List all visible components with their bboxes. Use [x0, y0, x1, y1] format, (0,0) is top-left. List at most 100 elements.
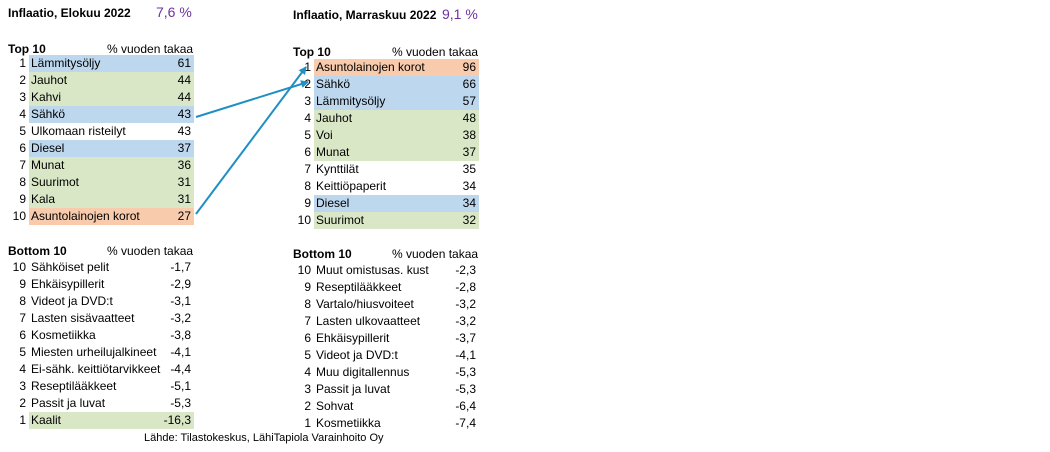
- row-label: Jauhot: [29, 72, 194, 89]
- row-rank: 6: [19, 141, 26, 155]
- left-inflation: 7,6 %: [156, 4, 192, 20]
- table-row: 10 Sähköiset pelit -1,7: [8, 259, 194, 276]
- row-value: 44: [177, 90, 191, 104]
- row-value: 36: [177, 158, 191, 172]
- row-value: 48: [462, 111, 476, 125]
- table-row: 6 Diesel 37: [8, 140, 194, 157]
- row-label: Kosmetiikka: [316, 416, 381, 430]
- table-row: 6 Munat 37: [293, 144, 479, 161]
- row-value: 31: [177, 175, 191, 189]
- table-row: 3 Reseptilääkkeet -5,1: [8, 378, 194, 395]
- row-rank: 5: [19, 124, 26, 138]
- row-label: Vartalo/hiusvoiteet: [316, 297, 414, 311]
- row-label: Sähkö: [314, 76, 479, 93]
- row-value: -3,8: [170, 328, 191, 342]
- row-rank: 9: [19, 277, 26, 291]
- row-rank: 5: [19, 345, 26, 359]
- row-rank: 9: [304, 196, 311, 210]
- row-value: 32: [462, 213, 476, 227]
- row-value: 43: [177, 107, 191, 121]
- row-rank: 3: [19, 379, 26, 393]
- row-label: Reseptilääkkeet: [31, 379, 117, 393]
- table-row: 6 Kosmetiikka -3,8: [8, 327, 194, 344]
- row-label: Lämmitysöljy: [29, 55, 194, 72]
- row-rank: 4: [19, 362, 26, 376]
- row-value: -3,1: [170, 294, 191, 308]
- row-label: Sähkö: [29, 106, 194, 123]
- right-top-title: Top 10: [293, 45, 331, 59]
- row-value: 44: [177, 73, 191, 87]
- right-bottom-colhead: % vuoden takaa: [392, 247, 479, 261]
- table-row: 3 Lämmitysöljy 57: [293, 93, 479, 110]
- row-value: -3,2: [455, 314, 476, 328]
- row-label: Munat: [314, 144, 479, 161]
- table-row: 3 Kahvi 44: [8, 89, 194, 106]
- row-value: 31: [177, 192, 191, 206]
- row-rank: 1: [304, 60, 311, 74]
- row-value: 35: [462, 162, 476, 176]
- row-label: Sohvat: [316, 399, 354, 413]
- row-rank: 10: [12, 209, 26, 223]
- row-value: 43: [177, 124, 191, 138]
- row-rank: 6: [304, 145, 311, 159]
- row-label: Asuntolainojen korot: [314, 59, 479, 76]
- row-rank: 7: [304, 314, 311, 328]
- table-row: 2 Jauhot 44: [8, 72, 194, 89]
- row-rank: 10: [297, 263, 311, 277]
- row-value: 57: [462, 94, 476, 108]
- arrow-asuntolainojen-korot: [195, 66, 307, 215]
- row-value: 34: [462, 196, 476, 210]
- row-rank: 2: [304, 399, 311, 413]
- row-label: Miesten urheilujalkineet: [31, 345, 157, 359]
- row-label: Voi: [314, 127, 479, 144]
- table-row: 4 Sähkö 43: [8, 106, 194, 123]
- row-rank: 3: [304, 382, 311, 396]
- row-rank: 8: [19, 294, 26, 308]
- row-label: Lasten ulkovaatteet: [316, 314, 421, 328]
- row-rank: 7: [19, 158, 26, 172]
- row-rank: 7: [304, 162, 311, 176]
- row-rank: 5: [304, 128, 311, 142]
- table-row: 9 Kala 31: [8, 191, 194, 208]
- row-rank: 8: [304, 179, 311, 193]
- left-bottom-colhead: % vuoden takaa: [107, 244, 194, 258]
- row-value: 38: [462, 128, 476, 142]
- row-label: Ehkäisypillerit: [316, 331, 390, 345]
- row-value: -4,1: [455, 348, 476, 362]
- table-row: 8 Suurimot 31: [8, 174, 194, 191]
- table-row: 6 Ehkäisypillerit -3,7: [293, 330, 479, 347]
- table-row: 2 Sähkö 66: [293, 76, 479, 93]
- row-label: Kosmetiikka: [31, 328, 96, 342]
- table-row: 7 Munat 36: [8, 157, 194, 174]
- table-row: 8 Vartalo/hiusvoiteet -3,2: [293, 296, 479, 313]
- row-rank: 1: [19, 413, 26, 427]
- table-row: 8 Videot ja DVD:t -3,1: [8, 293, 194, 310]
- table-row: 7 Lasten sisävaatteet -3,2: [8, 310, 194, 327]
- left-bottom-title: Bottom 10: [8, 244, 67, 258]
- row-rank: 5: [304, 348, 311, 362]
- table-row: 3 Passit ja luvat -5,3: [293, 381, 479, 398]
- row-value: 61: [177, 56, 191, 70]
- left-title: Inflaatio, Elokuu 2022: [8, 6, 131, 20]
- table-row: 10 Muut omistusas. kust -2,3: [293, 262, 479, 279]
- row-value: 37: [462, 145, 476, 159]
- table-row: 8 Keittiöpaperit 34: [293, 178, 479, 195]
- left-top-colhead: % vuoden takaa: [107, 42, 194, 56]
- row-rank: 4: [304, 365, 311, 379]
- row-label: Keittiöpaperit: [316, 179, 387, 193]
- row-label: Diesel: [29, 140, 194, 157]
- row-value: -7,4: [455, 416, 476, 430]
- left-top-title: Top 10: [8, 42, 46, 56]
- row-label: Lämmitysöljy: [314, 93, 479, 110]
- table-row: 10 Asuntolainojen korot 27: [8, 208, 194, 225]
- table-row: 1 Kosmetiikka -7,4: [293, 415, 479, 432]
- row-value: -5,3: [455, 382, 476, 396]
- row-label: Jauhot: [314, 110, 479, 127]
- row-rank: 9: [19, 192, 26, 206]
- row-value: -5,3: [455, 365, 476, 379]
- row-rank: 9: [304, 280, 311, 294]
- row-label: Ei-sähk. keittiötarvikkeet: [31, 362, 161, 376]
- row-label: Muut omistusas. kust: [316, 263, 429, 277]
- row-value: -5,1: [170, 379, 191, 393]
- row-label: Ulkomaan risteilyt: [31, 124, 126, 138]
